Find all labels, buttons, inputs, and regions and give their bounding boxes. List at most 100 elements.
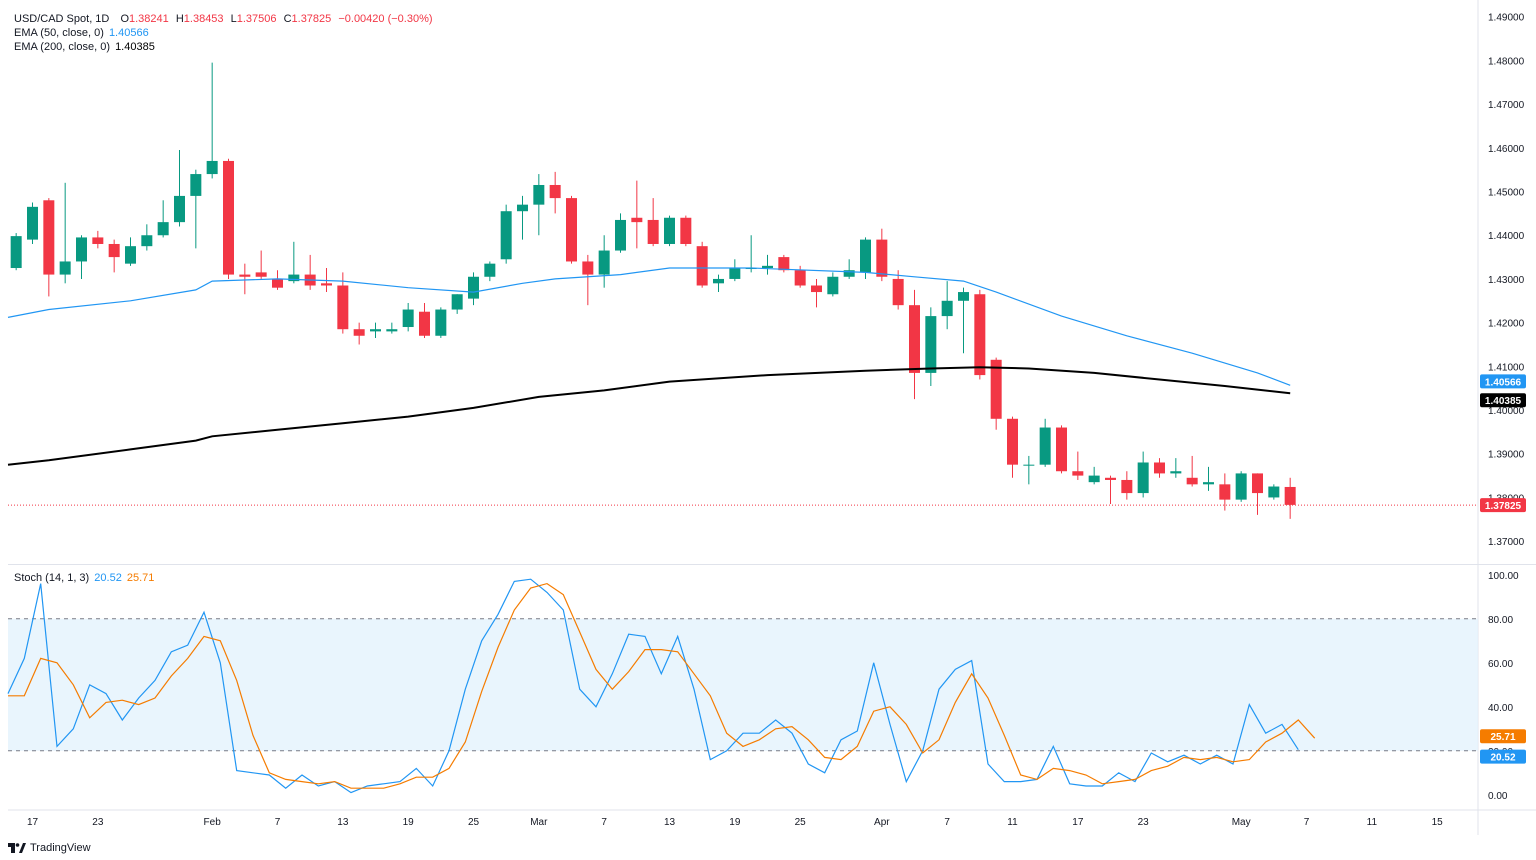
svg-text:25.71: 25.71 xyxy=(1490,732,1515,743)
candle-body xyxy=(223,160,234,275)
candle-body xyxy=(141,235,153,247)
candle-body xyxy=(1121,479,1133,494)
candle xyxy=(500,204,512,264)
time-tick-label: 13 xyxy=(337,817,349,828)
candle xyxy=(468,272,479,306)
candle xyxy=(517,195,528,240)
ema50-legend[interactable]: EMA (50, close, 0) 1.40566 xyxy=(14,26,149,40)
price-tick-label: 1.42000 xyxy=(1488,319,1525,330)
candle-body xyxy=(500,211,512,260)
candle-body xyxy=(990,359,1002,419)
price-axis[interactable]: 1.49000 1.48000 1.47000 1.46000 1.45000 1.440… xyxy=(1488,13,1525,548)
candle xyxy=(1284,477,1296,519)
svg-text:1.40566: 1.40566 xyxy=(1485,377,1522,388)
candle-body xyxy=(255,272,267,277)
candle-body xyxy=(860,239,871,273)
time-tick-label: 13 xyxy=(664,817,676,828)
time-tick-label: 15 xyxy=(1432,817,1444,828)
overbought-oversold-band xyxy=(8,618,1478,751)
stoch-legend[interactable]: Stoch (14, 1, 3) 20.52 25.71 xyxy=(14,571,154,585)
candle xyxy=(1039,418,1051,467)
candle-body xyxy=(909,305,920,373)
candle xyxy=(223,158,234,279)
candle xyxy=(876,228,888,282)
ema200-legend[interactable]: EMA (200, close, 0) 1.40385 xyxy=(14,40,155,54)
candle-body xyxy=(811,285,822,293)
time-tick-label: 17 xyxy=(1072,817,1084,828)
candle xyxy=(582,254,594,306)
candle xyxy=(1088,466,1100,485)
candle-body xyxy=(125,246,136,264)
candle xyxy=(1268,484,1280,500)
candle xyxy=(190,169,202,249)
candle-body xyxy=(631,217,643,223)
candle-body xyxy=(59,261,71,275)
candle xyxy=(1186,455,1198,487)
price-tick-label: 1.39000 xyxy=(1488,450,1525,461)
stoch-tick-label: 60.00 xyxy=(1488,659,1513,670)
candle xyxy=(1023,455,1035,485)
candle-body xyxy=(827,276,839,295)
candle-body xyxy=(1023,464,1035,466)
ema200-value: 1.40385 xyxy=(115,41,155,53)
candle xyxy=(1235,471,1247,502)
candle xyxy=(27,202,38,244)
tradingview-logo-icon xyxy=(8,843,26,853)
candle-body xyxy=(974,294,986,376)
candle xyxy=(1170,458,1182,478)
candle-body xyxy=(370,329,381,332)
open-value: 1.38241 xyxy=(129,13,169,25)
candle xyxy=(631,180,643,249)
time-tick-label: 19 xyxy=(729,817,741,828)
time-axis[interactable]: 17 23 Feb 7 13 19 25 Mar 7 13 19 25 Apr 7 11 17 23 May 7 11… xyxy=(27,817,1443,828)
candle xyxy=(174,150,185,227)
candle xyxy=(76,235,87,279)
price-tick-label: 1.43000 xyxy=(1488,275,1525,286)
brand-name: TradingView xyxy=(30,842,91,854)
candle-body xyxy=(794,270,806,286)
candle xyxy=(713,274,724,293)
stoch-lines xyxy=(7,578,1316,794)
footer-brand[interactable]: TradingView xyxy=(8,842,91,854)
time-tick-label: 7 xyxy=(944,817,950,828)
price-tick-label: 1.46000 xyxy=(1488,144,1525,155)
candle-body xyxy=(108,243,120,258)
price-tick-label: 1.37000 xyxy=(1488,537,1525,548)
candle xyxy=(125,237,136,266)
candle xyxy=(598,235,610,288)
high-value: 1.38453 xyxy=(183,13,224,25)
candle xyxy=(402,302,414,332)
candle xyxy=(108,239,120,273)
candle-body xyxy=(43,200,55,275)
candle-body xyxy=(517,204,528,212)
svg-text:1.37825: 1.37825 xyxy=(1485,501,1522,512)
candle xyxy=(1072,451,1084,480)
candle xyxy=(419,302,430,338)
candle xyxy=(696,241,708,288)
candle-body xyxy=(435,309,447,336)
candle-body xyxy=(1088,475,1100,483)
candle xyxy=(1219,473,1231,511)
stoch-tick-label: 80.00 xyxy=(1488,615,1513,626)
ema200-label: EMA (200, close, 0) xyxy=(14,41,110,53)
price-tick-label: 1.44000 xyxy=(1488,231,1525,242)
candles xyxy=(10,62,1296,519)
candle xyxy=(843,259,855,279)
candle xyxy=(533,174,545,236)
symbol-title[interactable]: USD/CAD Spot, 1D xyxy=(14,13,110,25)
candle xyxy=(909,289,920,400)
candle-body xyxy=(27,206,38,240)
candle xyxy=(811,278,822,308)
time-tick-label: 19 xyxy=(403,817,415,828)
candle xyxy=(615,213,626,253)
svg-text:1.40385: 1.40385 xyxy=(1485,396,1522,407)
stoch-tick-label: 0.00 xyxy=(1488,791,1508,802)
candle xyxy=(435,307,447,338)
candle-body xyxy=(615,219,626,251)
stoch-tick-label: 40.00 xyxy=(1488,703,1513,714)
candle xyxy=(745,235,757,273)
candle-body xyxy=(1203,482,1214,485)
stoch-band xyxy=(8,618,1478,752)
